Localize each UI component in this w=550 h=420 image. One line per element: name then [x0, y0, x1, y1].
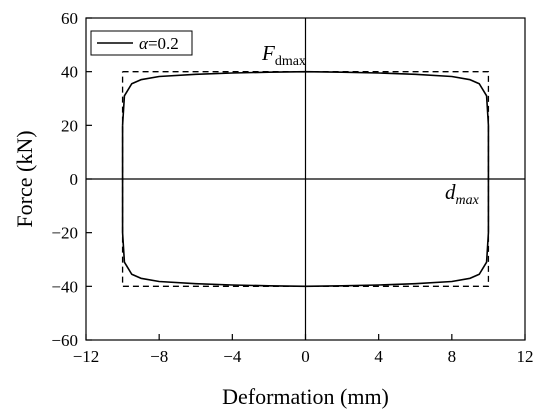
x-tick-label: −8 [150, 347, 168, 366]
y-tick-label: 0 [70, 170, 79, 189]
annotation-d-sub: max [456, 193, 480, 208]
annotation-force-sub: dmax [275, 54, 306, 69]
annotation-force-dmax: Fdmax [261, 41, 306, 69]
x-tick-label: 4 [374, 347, 383, 366]
annotation-force-main: F [261, 41, 275, 65]
x-axis-title: Deformation (mm) [222, 384, 389, 409]
x-tick-label: 0 [301, 347, 310, 366]
legend-label: α=0.2 [139, 34, 179, 53]
x-tick-label: 12 [517, 347, 534, 366]
y-tick-label: 60 [61, 9, 78, 28]
y-tick-label: −20 [51, 224, 78, 243]
y-tick-label: −60 [51, 331, 78, 350]
y-axis-title: Force (kN) [12, 130, 37, 227]
annotation-dmax: dmax [445, 180, 480, 208]
y-tick-label: 20 [61, 116, 78, 135]
legend-alpha-value: =0.2 [148, 34, 179, 53]
x-tick-label: −12 [73, 347, 100, 366]
x-tick-label: −4 [223, 347, 242, 366]
x-tick-label: 8 [448, 347, 457, 366]
envelope-dashed-line [121, 71, 490, 287]
y-tick-label: −40 [51, 277, 78, 296]
series-group [121, 70, 490, 288]
legend-alpha-symbol: α [139, 34, 149, 53]
annotation-d-main: d [445, 180, 456, 204]
y-tick-label: 40 [61, 63, 78, 82]
